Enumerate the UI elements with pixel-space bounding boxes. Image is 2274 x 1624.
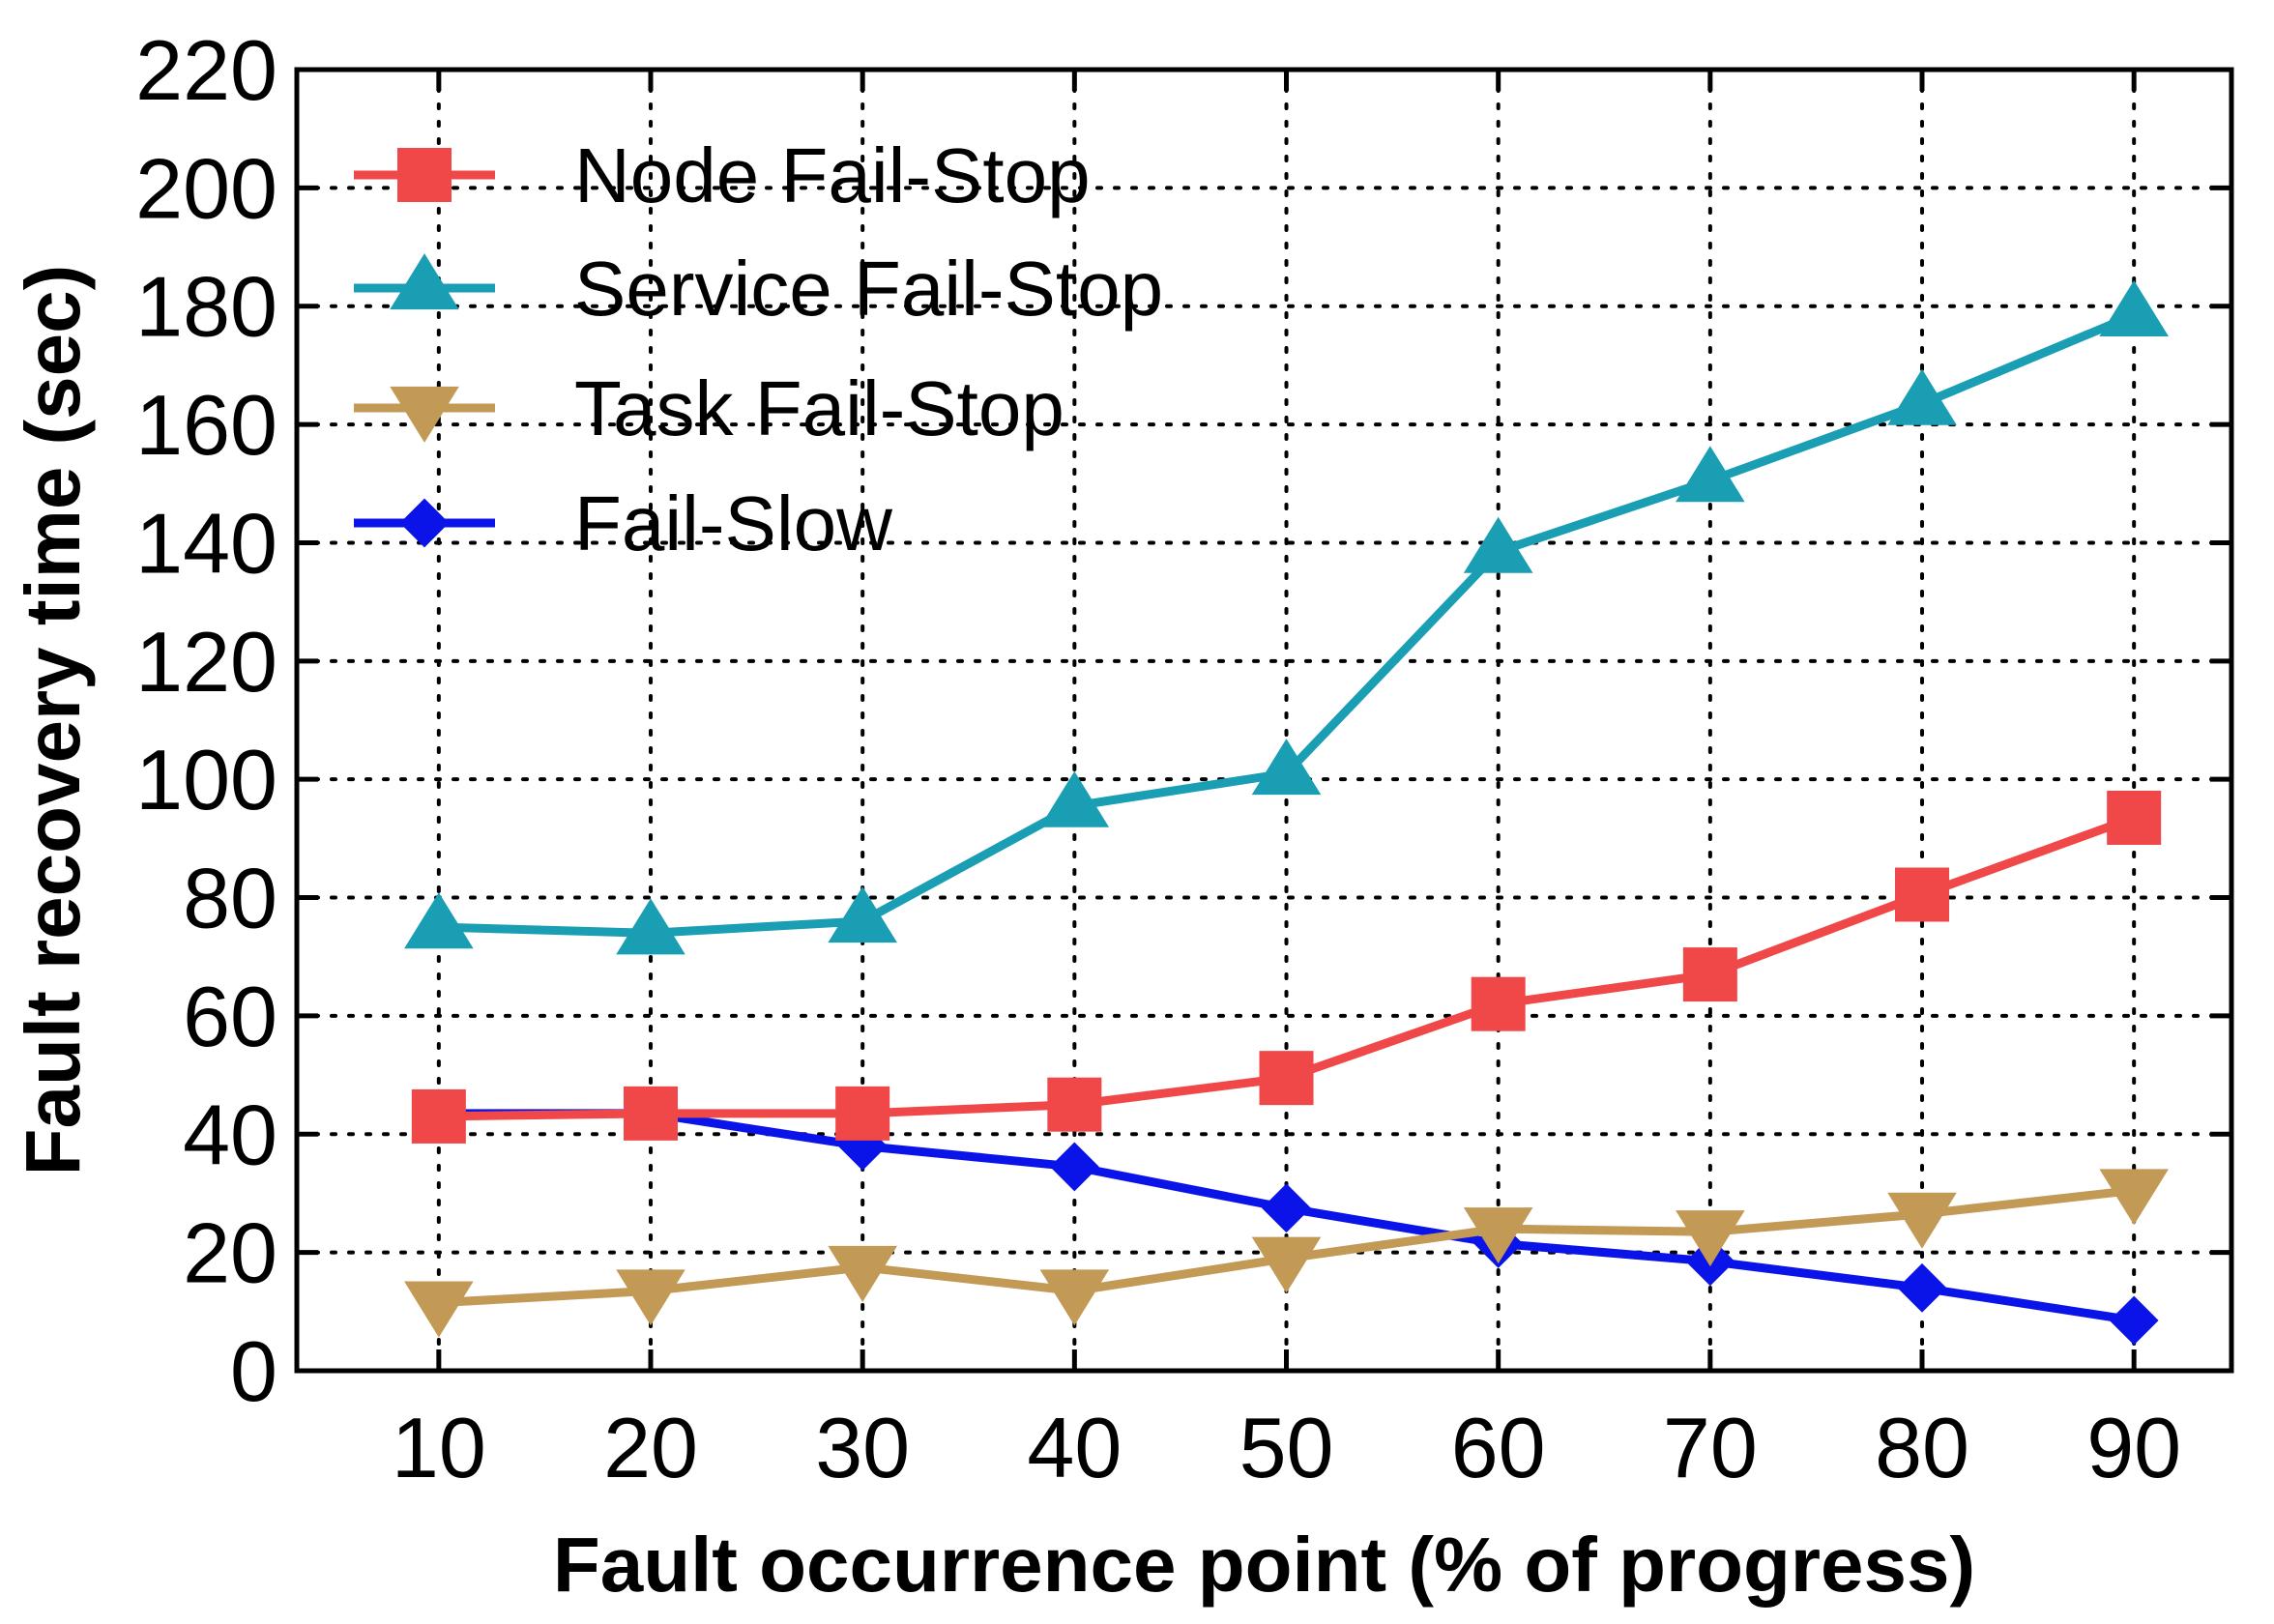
legend-item: Task Fail-Stop [354, 365, 1064, 451]
legend-item: Fail-Slow [354, 480, 892, 566]
y-tick-label: 100 [135, 732, 277, 827]
data-point [1887, 1192, 1957, 1249]
y-tick-label: 20 [183, 1205, 277, 1301]
data-point [1897, 1262, 1947, 1313]
data-point [1895, 867, 1950, 922]
data-point [2099, 280, 2169, 336]
x-tick-label: 60 [1451, 1400, 1546, 1495]
data-point [616, 1269, 685, 1326]
data-point [1471, 976, 1526, 1031]
legend-swatch-marker [390, 386, 459, 443]
legend-item: Service Fail-Stop [354, 246, 1163, 332]
data-point [2099, 1169, 2169, 1226]
data-point [624, 1086, 679, 1141]
series-layer [404, 280, 2169, 1346]
data-point [404, 892, 474, 949]
series-node-fail-stop [411, 790, 2162, 1144]
y-tick-label: 220 [135, 22, 277, 118]
data-point [1676, 1210, 1745, 1267]
data-point [1682, 947, 1737, 1002]
legend-label: Task Fail-Stop [574, 365, 1064, 451]
y-tick-label: 120 [135, 614, 277, 710]
data-point [616, 898, 685, 955]
data-point [1259, 1051, 1314, 1106]
data-point [1047, 1077, 1102, 1132]
x-tick-label: 70 [1663, 1400, 1758, 1495]
data-point [1251, 1236, 1322, 1293]
axis-ticks: 0 20 40 60 80 100 120 140 160 180 200 220 10 20 30 40 50… [135, 22, 2231, 1495]
legend-label: Node Fail-Stop [574, 132, 1091, 218]
legend-swatch-marker [390, 253, 459, 310]
y-tick-label: 140 [135, 495, 277, 591]
data-point [411, 1088, 466, 1144]
data-point [1262, 1183, 1311, 1233]
legend-swatch-marker [397, 148, 452, 202]
x-tick-label: 80 [1875, 1400, 1969, 1495]
x-axis-title: Fault occurrence point (% of progress) [553, 1522, 1975, 1608]
legend-item: Node Fail-Stop [354, 132, 1091, 218]
data-point [828, 1245, 897, 1302]
y-axis-title: Fault recovery time (sec) [10, 265, 96, 1176]
data-point [1676, 446, 1745, 503]
y-tick-label: 180 [135, 259, 277, 355]
data-point [1039, 1269, 1110, 1326]
x-tick-label: 20 [603, 1400, 698, 1495]
y-tick-label: 200 [135, 140, 277, 236]
x-tick-label: 10 [392, 1400, 486, 1495]
data-point [835, 1086, 890, 1141]
y-tick-label: 0 [230, 1323, 277, 1419]
data-point [2109, 1295, 2159, 1346]
x-tick-label: 50 [1239, 1400, 1334, 1495]
x-tick-label: 30 [815, 1400, 910, 1495]
y-tick-label: 60 [183, 969, 277, 1064]
x-tick-label: 90 [2086, 1400, 2181, 1495]
y-tick-label: 80 [183, 851, 277, 946]
series-service-fail-stop [404, 280, 2169, 955]
data-point [828, 886, 897, 943]
y-tick-label: 40 [183, 1087, 277, 1182]
plot-frame [294, 67, 2234, 1374]
data-point [1463, 516, 1533, 573]
data-point [2107, 790, 2162, 845]
legend-swatch-marker [399, 498, 450, 548]
legend-label: Fail-Slow [574, 480, 892, 566]
x-tick-label: 40 [1027, 1400, 1122, 1495]
series-task-fail-stop [404, 1169, 2169, 1338]
data-point [1887, 368, 1957, 425]
legend: Node Fail-Stop Service Fail-Stop Task Fail… [354, 132, 1163, 566]
data-point [404, 1281, 474, 1338]
data-point [1463, 1207, 1533, 1264]
legend-label: Service Fail-Stop [574, 246, 1163, 332]
data-point [1039, 770, 1110, 827]
y-tick-label: 160 [135, 377, 277, 473]
data-point [1251, 739, 1322, 796]
data-point [1049, 1142, 1099, 1192]
